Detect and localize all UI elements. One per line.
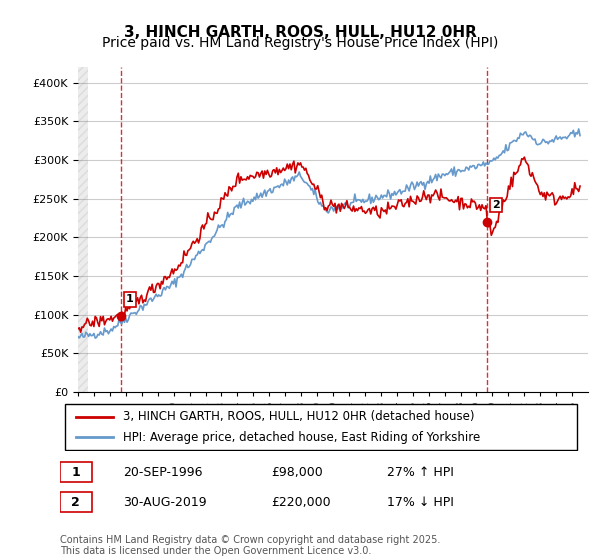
Text: £98,000: £98,000 <box>271 466 323 479</box>
Text: 27% ↑ HPI: 27% ↑ HPI <box>388 466 454 479</box>
Text: 20-SEP-1996: 20-SEP-1996 <box>124 466 203 479</box>
Text: HPI: Average price, detached house, East Riding of Yorkshire: HPI: Average price, detached house, East… <box>124 431 481 444</box>
Text: £220,000: £220,000 <box>271 496 331 509</box>
Text: 2: 2 <box>492 200 500 210</box>
Text: 1: 1 <box>126 295 134 304</box>
Text: Price paid vs. HM Land Registry's House Price Index (HPI): Price paid vs. HM Land Registry's House … <box>102 36 498 50</box>
Text: Contains HM Land Registry data © Crown copyright and database right 2025.
This d: Contains HM Land Registry data © Crown c… <box>60 535 440 557</box>
Text: 17% ↓ HPI: 17% ↓ HPI <box>388 496 454 509</box>
Bar <box>78 67 88 392</box>
FancyBboxPatch shape <box>65 404 577 450</box>
Text: 1: 1 <box>71 466 80 479</box>
FancyBboxPatch shape <box>60 492 92 512</box>
FancyBboxPatch shape <box>60 461 92 482</box>
Text: 2: 2 <box>71 496 80 509</box>
Text: 30-AUG-2019: 30-AUG-2019 <box>124 496 207 509</box>
Text: 3, HINCH GARTH, ROOS, HULL, HU12 0HR (detached house): 3, HINCH GARTH, ROOS, HULL, HU12 0HR (de… <box>124 410 475 423</box>
Text: 3, HINCH GARTH, ROOS, HULL, HU12 0HR: 3, HINCH GARTH, ROOS, HULL, HU12 0HR <box>124 25 476 40</box>
